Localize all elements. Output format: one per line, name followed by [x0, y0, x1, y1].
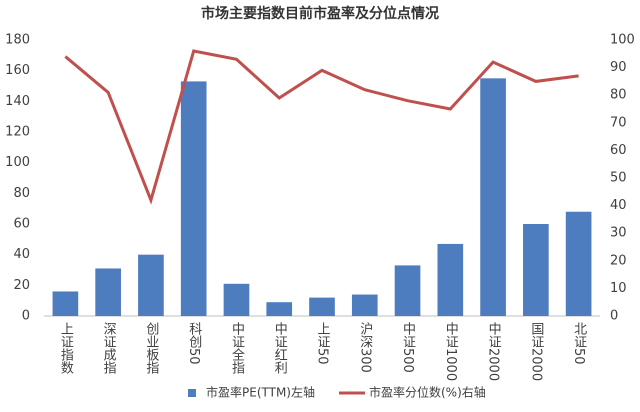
bar — [52, 291, 79, 316]
x-tick-label: 创业板指 — [143, 322, 159, 374]
y-tick-label: 40 — [13, 247, 30, 262]
y2-tick-label: 50 — [610, 171, 627, 186]
y-tick-label: 0 — [22, 309, 30, 324]
y2-tick-label: 80 — [610, 88, 627, 103]
x-tick-label: 中证全指 — [229, 322, 245, 374]
y-tick-label: 20 — [13, 278, 30, 293]
chart-title: 市场主要指数目前市盈率及分位点情况 — [201, 5, 439, 22]
x-tick-label: 科创50 — [186, 322, 202, 365]
bar — [266, 302, 293, 316]
legend-swatch — [188, 389, 196, 397]
bar — [180, 81, 207, 317]
legend-label: 市盈率分位数(%)右轴 — [369, 385, 486, 400]
y2-tick-label: 60 — [610, 143, 627, 158]
y-tick-label: 100 — [5, 155, 30, 170]
y-tick-label: 160 — [5, 63, 30, 78]
x-tick-label: 中证红利 — [272, 322, 288, 374]
y2-tick-label: 10 — [610, 281, 627, 296]
bar — [351, 294, 378, 316]
x-tick-label: 国证2000 — [528, 322, 544, 381]
y2-tick-label: 40 — [610, 198, 627, 213]
bar — [565, 211, 592, 316]
y2-tick-label: 90 — [610, 60, 627, 75]
x-tick-label: 中证1000 — [443, 322, 459, 381]
bar — [309, 297, 335, 316]
x-tick-label: 中证2000 — [486, 322, 502, 381]
x-tick-label: 上证50 — [315, 322, 331, 365]
y2-tick-label: 100 — [610, 33, 635, 48]
y-tick-label: 140 — [5, 94, 30, 109]
x-tick-label: 上证指数 — [58, 322, 74, 374]
bar — [523, 224, 549, 316]
y-tick-label: 60 — [13, 217, 30, 232]
bar — [223, 283, 250, 316]
x-tick-label: 沪深300 — [357, 321, 373, 372]
y2-tick-label: 0 — [610, 309, 618, 324]
bar — [437, 243, 464, 316]
y2-tick-label: 30 — [610, 226, 627, 241]
bar — [480, 78, 506, 316]
y-tick-label: 120 — [5, 125, 30, 140]
y-tick-label: 180 — [5, 33, 30, 48]
y2-tick-label: 20 — [610, 253, 627, 268]
x-tick-label: 中证500 — [400, 322, 416, 373]
bar — [95, 268, 121, 316]
line — [64, 49, 579, 205]
x-tick-label: 深证成指 — [101, 322, 117, 374]
bar — [394, 265, 421, 316]
bar — [138, 254, 164, 316]
y-tick-label: 80 — [13, 186, 30, 201]
legend-label: 市盈率PE(TTM)左轴 — [206, 385, 315, 400]
x-tick-label: 北证50 — [571, 322, 587, 365]
y2-tick-label: 70 — [610, 115, 627, 130]
